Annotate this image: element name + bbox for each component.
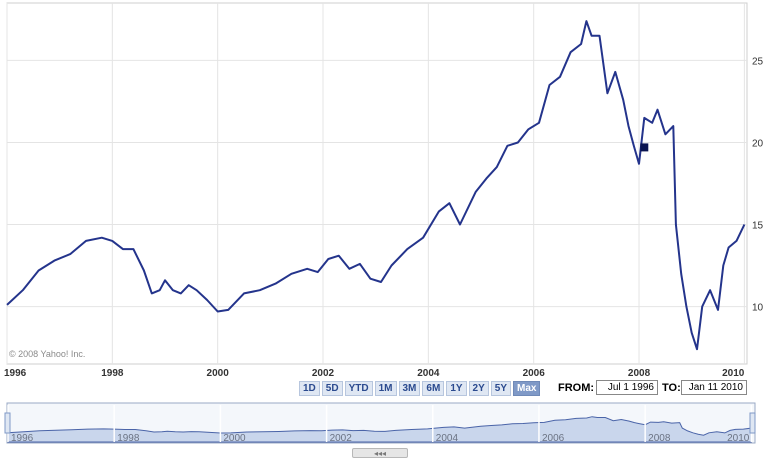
x-axis: 1996 1998 2000 2002 2004 2006 2008 2010 bbox=[4, 368, 745, 379]
navigator-tick-label-3: 2002 bbox=[330, 433, 353, 444]
navigator-tick-label-1: 1998 bbox=[117, 433, 140, 444]
navigator-tick-label-4: 2004 bbox=[436, 433, 459, 444]
navigator-tick-label-5: 2006 bbox=[542, 433, 565, 444]
navigator-tick-label-2: 2000 bbox=[223, 433, 246, 444]
marker-layer bbox=[640, 143, 649, 152]
range-button-1d[interactable]: 1D bbox=[299, 381, 320, 396]
range-button-ytd[interactable]: YTD bbox=[344, 381, 373, 396]
navigator-tick-label-6: 2008 bbox=[648, 433, 671, 444]
x-tick-label-4: 2004 bbox=[417, 368, 440, 379]
range-button-2y[interactable]: 2Y bbox=[468, 381, 489, 396]
series-layer bbox=[6, 20, 746, 351]
range-button-6m[interactable]: 6M bbox=[422, 381, 445, 396]
range-button-3m[interactable]: 3M bbox=[398, 381, 421, 396]
y-tick-label-2: 20 bbox=[752, 138, 764, 149]
range-button-1m[interactable]: 1M bbox=[374, 381, 397, 396]
range-button-1y[interactable]: 1Y bbox=[446, 381, 467, 396]
navigator-scroll-grip[interactable]: ◂◂◂ bbox=[352, 448, 408, 458]
to-date-input[interactable] bbox=[681, 380, 747, 395]
x-tick-label-1: 1998 bbox=[101, 368, 124, 379]
range-button-5d[interactable]: 5D bbox=[321, 381, 343, 396]
y-tick-label-3: 25 bbox=[752, 56, 764, 67]
range-button-max[interactable]: Max bbox=[513, 381, 541, 396]
x-tick-label-6: 2008 bbox=[628, 368, 651, 379]
price-line bbox=[6, 20, 746, 351]
from-date-input[interactable] bbox=[596, 380, 658, 395]
x-tick-label-5: 2006 bbox=[523, 368, 546, 379]
navigator-tick-label-0: 1996 bbox=[11, 433, 34, 444]
navigator-series bbox=[7, 416, 752, 443]
x-tick-label-0: 1996 bbox=[4, 368, 27, 379]
plot-area bbox=[6, 2, 748, 365]
y-axis: 10 15 20 25 bbox=[752, 56, 764, 313]
to-label: TO: bbox=[662, 382, 681, 394]
x-tick-label-2: 2000 bbox=[207, 368, 230, 379]
copyright-watermark: © 2008 Yahoo! Inc. bbox=[9, 349, 85, 359]
y-tick-label-1: 15 bbox=[752, 221, 764, 232]
navigator-right-handle[interactable] bbox=[749, 412, 756, 434]
navigator-area-series bbox=[7, 416, 752, 443]
range-toolbar: 1D 5D YTD 1M 3M 6M 1Y 2Y 5Y Max bbox=[299, 381, 541, 396]
from-label: FROM: bbox=[558, 382, 595, 394]
navigator-tick-label-7: 2010 bbox=[727, 433, 750, 444]
navigator-left-handle[interactable] bbox=[4, 412, 11, 434]
range-button-5y[interactable]: 5Y bbox=[490, 381, 512, 396]
x-tick-label-7: 2010 bbox=[722, 368, 745, 379]
y-tick-label-0: 10 bbox=[752, 303, 764, 314]
x-tick-label-3: 2002 bbox=[312, 368, 335, 379]
event-marker[interactable] bbox=[640, 143, 649, 152]
grid-lines bbox=[6, 3, 747, 364]
